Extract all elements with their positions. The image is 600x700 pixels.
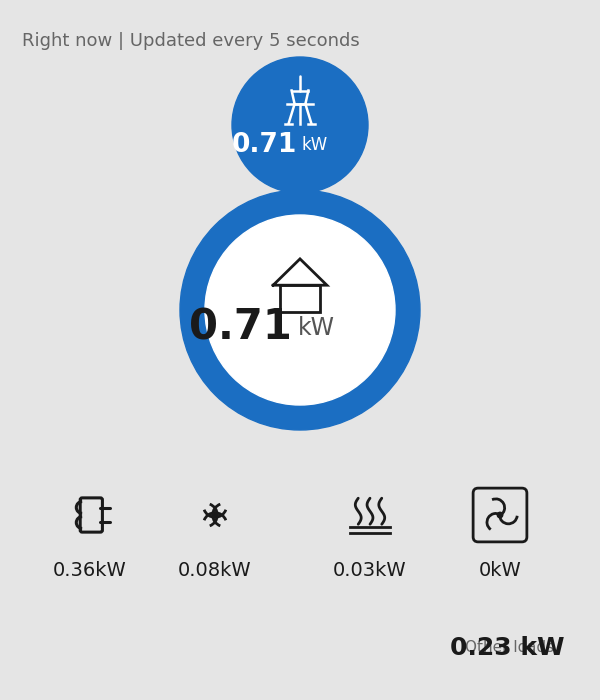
Text: Right now | Updated every 5 seconds: Right now | Updated every 5 seconds <box>22 32 360 50</box>
Text: Other loads: Other loads <box>465 640 554 655</box>
Text: 0.71: 0.71 <box>232 132 297 158</box>
Circle shape <box>497 512 503 518</box>
Text: 0.71: 0.71 <box>189 307 292 349</box>
Text: 0kW: 0kW <box>479 561 521 580</box>
Text: 0.08kW: 0.08kW <box>178 561 252 580</box>
Text: 0.03kW: 0.03kW <box>333 561 407 580</box>
Text: kW: kW <box>298 316 335 340</box>
Circle shape <box>212 512 218 518</box>
Circle shape <box>180 190 420 430</box>
Text: 0.36kW: 0.36kW <box>53 561 127 580</box>
Text: 0.23 kW: 0.23 kW <box>451 636 565 660</box>
Bar <box>280 285 320 312</box>
Circle shape <box>232 57 368 193</box>
Circle shape <box>205 215 395 405</box>
Text: kW: kW <box>302 136 328 154</box>
